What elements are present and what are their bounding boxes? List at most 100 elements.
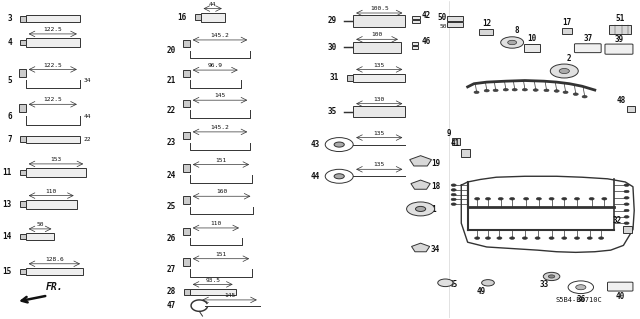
Text: 9: 9	[447, 129, 451, 137]
Bar	[184, 289, 190, 295]
Bar	[412, 20, 420, 23]
Text: 122.5: 122.5	[44, 27, 62, 32]
Text: 1: 1	[431, 205, 435, 214]
Text: 153: 153	[51, 157, 61, 162]
Text: 23: 23	[166, 138, 176, 147]
Circle shape	[624, 222, 629, 225]
FancyBboxPatch shape	[605, 44, 633, 54]
Text: 46: 46	[421, 37, 431, 46]
Text: 5: 5	[7, 76, 12, 85]
Text: 29: 29	[328, 17, 337, 26]
Circle shape	[497, 237, 502, 239]
Bar	[623, 226, 632, 233]
Bar	[353, 41, 401, 53]
Text: 130: 130	[374, 97, 385, 102]
Text: 44: 44	[311, 172, 320, 181]
Text: 135: 135	[374, 131, 385, 136]
Bar	[184, 100, 190, 108]
Text: 21: 21	[166, 76, 176, 85]
Bar	[353, 74, 405, 82]
Bar	[353, 15, 405, 26]
Text: 145: 145	[214, 93, 226, 98]
Circle shape	[334, 174, 344, 179]
Circle shape	[624, 197, 629, 199]
Text: FR.: FR.	[46, 282, 64, 292]
Circle shape	[474, 91, 479, 93]
Circle shape	[536, 197, 541, 200]
Text: 12: 12	[482, 19, 492, 27]
Text: 110: 110	[45, 189, 57, 194]
Text: 40: 40	[616, 292, 625, 301]
Text: 50: 50	[439, 24, 447, 29]
Circle shape	[575, 197, 580, 200]
Text: 18: 18	[431, 182, 440, 191]
Text: 43: 43	[311, 140, 320, 149]
Text: 42: 42	[421, 11, 431, 20]
Text: 30: 30	[328, 43, 337, 52]
Text: 47: 47	[166, 301, 176, 310]
Circle shape	[562, 197, 567, 200]
Circle shape	[451, 184, 456, 186]
Circle shape	[334, 142, 344, 147]
Circle shape	[563, 91, 568, 93]
Bar	[20, 269, 26, 274]
Text: 135: 135	[374, 162, 385, 167]
Bar	[184, 196, 190, 204]
Bar	[184, 164, 190, 172]
Circle shape	[624, 203, 629, 205]
Text: 100: 100	[371, 33, 383, 37]
Circle shape	[512, 88, 517, 91]
Text: 39: 39	[614, 35, 623, 44]
Text: 7: 7	[7, 135, 12, 144]
Bar	[353, 106, 405, 117]
Circle shape	[451, 193, 456, 196]
Bar	[412, 46, 418, 49]
Text: 15: 15	[3, 267, 12, 276]
FancyBboxPatch shape	[607, 282, 633, 291]
Text: 48: 48	[616, 96, 625, 105]
Circle shape	[509, 197, 515, 200]
Circle shape	[562, 237, 567, 239]
Text: 31: 31	[330, 73, 339, 83]
Text: 25: 25	[166, 202, 176, 211]
Circle shape	[485, 237, 490, 239]
Bar	[26, 136, 80, 143]
Text: 37: 37	[583, 34, 593, 43]
Text: 135: 135	[374, 63, 385, 68]
Circle shape	[582, 95, 587, 98]
Circle shape	[573, 93, 579, 95]
Text: 2: 2	[567, 54, 572, 63]
Text: 96.9: 96.9	[208, 63, 223, 68]
Bar	[184, 131, 190, 139]
Circle shape	[549, 197, 554, 200]
Circle shape	[508, 40, 516, 45]
Bar	[627, 106, 636, 112]
Bar	[26, 38, 80, 47]
Bar	[26, 233, 54, 240]
Bar	[20, 40, 26, 45]
Circle shape	[550, 64, 579, 78]
Bar	[412, 16, 420, 19]
Text: 27: 27	[166, 265, 176, 274]
Circle shape	[524, 197, 529, 200]
Circle shape	[624, 216, 629, 218]
Bar	[195, 14, 200, 20]
Bar	[461, 149, 470, 157]
Circle shape	[406, 202, 435, 216]
Text: 11: 11	[3, 168, 12, 177]
Text: 93.5: 93.5	[205, 278, 220, 283]
Bar	[20, 16, 26, 22]
Circle shape	[548, 275, 555, 278]
Circle shape	[559, 69, 570, 74]
Text: 35: 35	[328, 107, 337, 116]
Circle shape	[543, 272, 560, 281]
Text: 50: 50	[437, 13, 447, 22]
Text: 32: 32	[613, 216, 622, 225]
Text: 100.5: 100.5	[370, 6, 388, 11]
Text: 151: 151	[215, 252, 227, 257]
FancyBboxPatch shape	[575, 44, 601, 53]
Bar	[26, 200, 77, 209]
Text: 22: 22	[166, 106, 176, 115]
Text: 16: 16	[177, 13, 187, 22]
Circle shape	[451, 198, 456, 201]
